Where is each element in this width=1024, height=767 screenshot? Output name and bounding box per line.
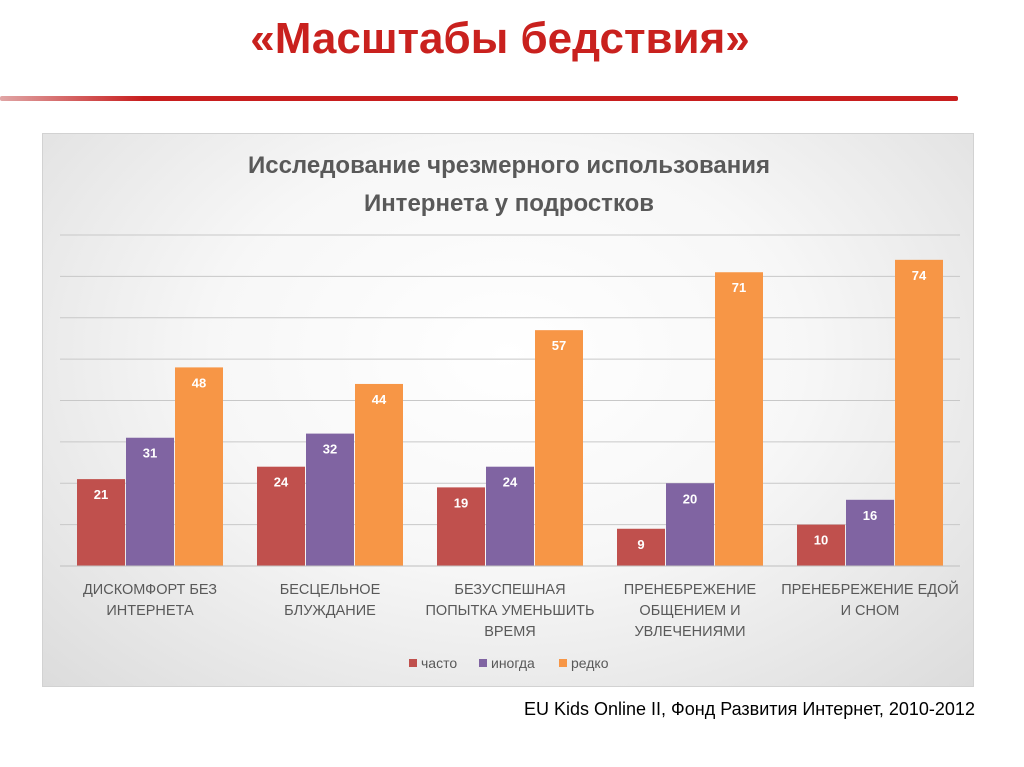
legend-swatch-редко xyxy=(559,659,567,667)
category-label-line: БЛУЖДАНИЕ xyxy=(284,603,376,619)
title-underline xyxy=(0,96,958,101)
bar-иногда xyxy=(666,483,714,566)
bar-иногда xyxy=(126,437,174,566)
category-label: ДИСКОМФОРТ БЕЗ ИНТЕРНЕТА xyxy=(83,582,217,619)
bar-value-label: 71 xyxy=(732,280,746,295)
category-label-line: ИНТЕРНЕТА xyxy=(106,603,194,619)
slide-title: «Масштабы бедствия» xyxy=(250,14,750,63)
bar-value-label: 57 xyxy=(552,338,566,353)
bar-редко xyxy=(535,330,583,566)
bar-иногда xyxy=(846,499,894,566)
bar-иногда xyxy=(306,433,354,566)
bar-часто xyxy=(257,466,305,566)
bar-value-label: 19 xyxy=(454,495,468,510)
bar-часто xyxy=(77,479,125,566)
category-label: ПРЕНЕБРЕЖЕНИЕ ОБЩЕНИЕМ И УВЛЕЧЕНИЯМИ xyxy=(624,582,757,640)
bar-value-label: 24 xyxy=(274,475,289,490)
category-label-line: ПОПЫТКА УМЕНЬШИТЬ xyxy=(426,603,595,619)
bar-chart: Исследование чрезмерного использования Ин… xyxy=(60,152,960,671)
legend-label-редко: редко xyxy=(571,655,609,671)
category-label: БЕСЦЕЛЬНОЕ БЛУЖДАНИЕ xyxy=(280,582,381,619)
bar-value-label: 16 xyxy=(863,508,877,523)
legend-label-часто: часто xyxy=(421,655,457,671)
category-label-line: ОБЩЕНИЕМ И xyxy=(639,603,740,619)
bar-value-label: 24 xyxy=(503,475,518,490)
bar-value-label: 74 xyxy=(912,268,927,283)
legend-swatch-иногда xyxy=(479,659,487,667)
bar-value-label: 48 xyxy=(192,375,206,390)
bar-часто xyxy=(797,524,845,566)
bar-редко xyxy=(355,383,403,566)
legend-swatch-часто xyxy=(409,659,417,667)
chart-title-line: Исследование чрезмерного использования xyxy=(248,152,770,179)
bar-часто xyxy=(617,528,665,566)
category-label-line: ДИСКОМФОРТ БЕЗ xyxy=(83,582,217,598)
category-label-line: ВРЕМЯ xyxy=(484,624,536,640)
bar-value-label: 20 xyxy=(683,491,697,506)
category-label-line: И СНОМ xyxy=(841,603,900,619)
bar-иногда xyxy=(486,466,534,566)
bar-value-label: 44 xyxy=(372,392,387,407)
bar-часто xyxy=(437,487,485,566)
bar-редко xyxy=(175,367,223,566)
source-note: EU Kids Online II, Фонд Развития Интерне… xyxy=(524,699,975,719)
category-label-line: ПРЕНЕБРЕЖЕНИЕ xyxy=(624,582,757,598)
legend-label-иногда: иногда xyxy=(491,655,535,671)
category-label-line: БЕСЦЕЛЬНОЕ xyxy=(280,582,381,598)
bar-value-label: 10 xyxy=(814,533,828,548)
category-label-line: БЕЗУСПЕШНАЯ xyxy=(454,582,565,598)
bar-value-label: 9 xyxy=(637,537,644,552)
chart-panel: Исследование чрезмерного использования Ин… xyxy=(42,133,974,687)
bar-value-label: 31 xyxy=(143,446,157,461)
category-label: БЕЗУСПЕШНАЯ ПОПЫТКА УМЕНЬШИТЬ ВРЕМЯ xyxy=(426,582,595,640)
bar-value-label: 32 xyxy=(323,442,337,457)
chart-title-line: Интернета у подростков xyxy=(364,190,654,217)
bar-value-label: 21 xyxy=(94,487,108,502)
bar-редко xyxy=(895,259,943,566)
bar-редко xyxy=(715,272,763,566)
category-label-line: УВЛЕЧЕНИЯМИ xyxy=(634,624,745,640)
category-label: ПРЕНЕБРЕЖЕНИЕ ЕДОЙ И СНОМ xyxy=(781,580,959,619)
category-label-line: ПРЕНЕБРЕЖЕНИЕ ЕДОЙ xyxy=(781,580,959,598)
